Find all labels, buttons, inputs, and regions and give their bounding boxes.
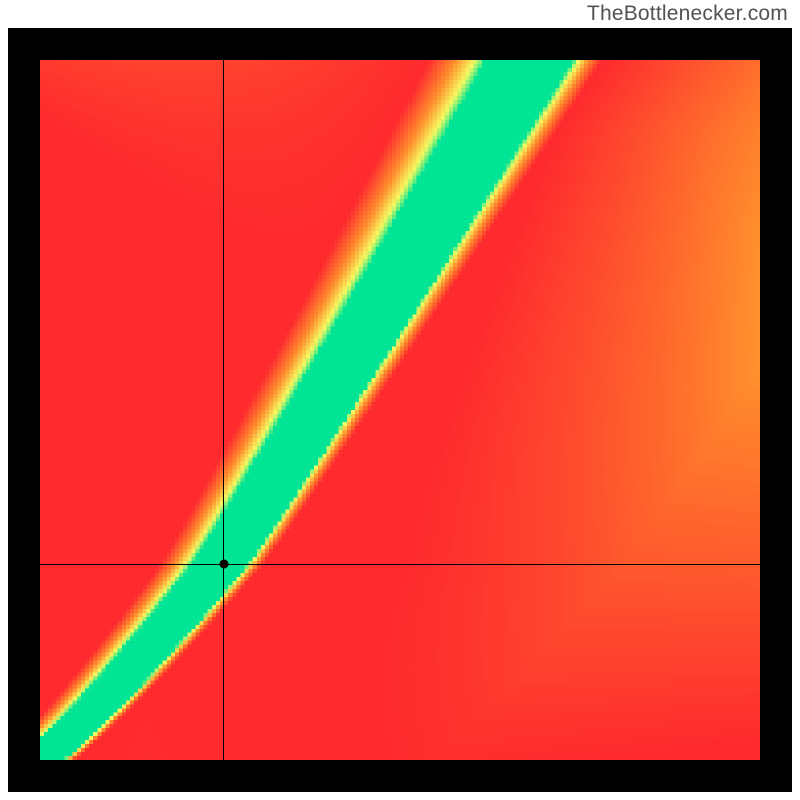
plot-border-right (760, 28, 792, 792)
chart-container: TheBottlenecker.com (0, 0, 800, 800)
watermark-text: TheBottlenecker.com (587, 2, 788, 26)
heatmap-canvas (40, 60, 760, 760)
marker-dot (219, 560, 228, 569)
crosshair-vertical (223, 60, 224, 760)
crosshair-horizontal (40, 564, 760, 565)
heatmap-area (40, 60, 760, 760)
plot-border-top (8, 28, 792, 60)
plot-frame (8, 28, 792, 792)
plot-border-left (8, 28, 40, 792)
plot-border-bottom (8, 760, 792, 792)
